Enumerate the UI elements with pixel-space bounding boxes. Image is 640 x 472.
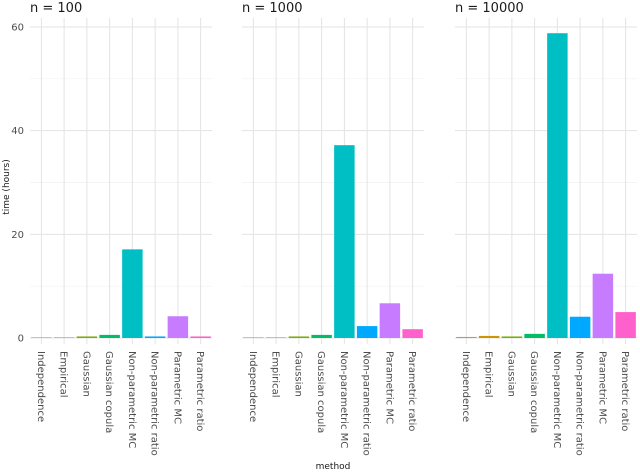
x-tick-label: Independence: [35, 351, 46, 422]
bar: [379, 303, 401, 338]
panel-title: n = 10000: [455, 1, 524, 16]
y-axis: 0 20 40 60: [11, 23, 24, 345]
x-tick-label: Parametric ratio: [194, 351, 205, 431]
y-axis-title: time (hours): [2, 159, 12, 215]
facet-panel: n = 1000 Independence Empirical Gaussian Gau…: [242, 1, 424, 456]
x-tick-label: Parametric MC: [596, 351, 607, 424]
x-tick-label: Gaussian: [505, 351, 516, 397]
x-axis-title: method: [316, 462, 351, 472]
y-tick-label: 0: [18, 334, 24, 345]
bar: [243, 337, 264, 338]
bar: [615, 312, 636, 338]
bar: [547, 33, 568, 338]
x-tick-label: Parametric MC: [383, 351, 394, 424]
bar: [311, 334, 332, 338]
x-tick-label: Non-parametric MC: [338, 351, 349, 448]
x-tick-label: Gaussian: [292, 351, 303, 397]
y-tick-label: 40: [11, 126, 24, 137]
x-tick-label: Parametric MC: [171, 351, 182, 424]
panel-title: n = 1000: [242, 1, 302, 16]
bar: [569, 316, 591, 338]
bar: [167, 316, 189, 338]
x-tick-label: Empirical: [270, 351, 281, 397]
bar: [501, 336, 523, 338]
x-tick-label: Gaussian copula: [528, 351, 539, 433]
chart-panels: n = 100 Independence Empirical Gaussian Gaus…: [30, 1, 637, 456]
x-tick-label: Non-parametric MC: [126, 351, 137, 448]
x-tick-label: Independence: [247, 351, 258, 422]
y-tick-label: 60: [11, 23, 24, 34]
x-tick-label: Parametric ratio: [619, 351, 630, 431]
x-tick-label: Non-parametric MC: [551, 351, 562, 448]
y-tick-label: 20: [11, 230, 24, 241]
gridlines: [242, 18, 424, 344]
x-tick-label: Empirical: [58, 351, 69, 397]
bar: [456, 336, 477, 338]
x-tick-label: Non-parametric ratio: [361, 351, 372, 456]
panel-title: n = 100: [30, 1, 82, 16]
bar: [478, 335, 500, 338]
x-tick-label: Gaussian: [80, 351, 91, 397]
x-tick-label: Non-parametric ratio: [574, 351, 585, 456]
bar: [99, 334, 120, 338]
bar: [288, 336, 310, 338]
bar: [53, 337, 75, 338]
facet-panel: n = 100 Independence Empirical Gaussian Gaus…: [30, 1, 212, 456]
x-tick-label: Parametric ratio: [406, 351, 417, 431]
x-tick-label: Non-parametric ratio: [149, 351, 160, 456]
x-tick-label: Independence: [460, 351, 471, 422]
bar: [402, 329, 423, 338]
gridlines: [30, 18, 212, 344]
bar: [592, 273, 614, 338]
bar: [334, 145, 355, 338]
bar: [356, 326, 378, 338]
bar: [524, 333, 545, 338]
bar: [190, 336, 211, 338]
bar: [265, 337, 287, 338]
bar: [76, 336, 98, 338]
bar: [31, 337, 52, 338]
x-tick-label: Empirical: [483, 351, 494, 397]
bar: [144, 336, 166, 338]
x-tick-label: Gaussian copula: [103, 351, 114, 433]
x-tick-label: Gaussian copula: [315, 351, 326, 433]
facet-panel: n = 10000 Independence Empirical Gaussian Ga…: [455, 1, 637, 456]
bar: [122, 249, 143, 338]
